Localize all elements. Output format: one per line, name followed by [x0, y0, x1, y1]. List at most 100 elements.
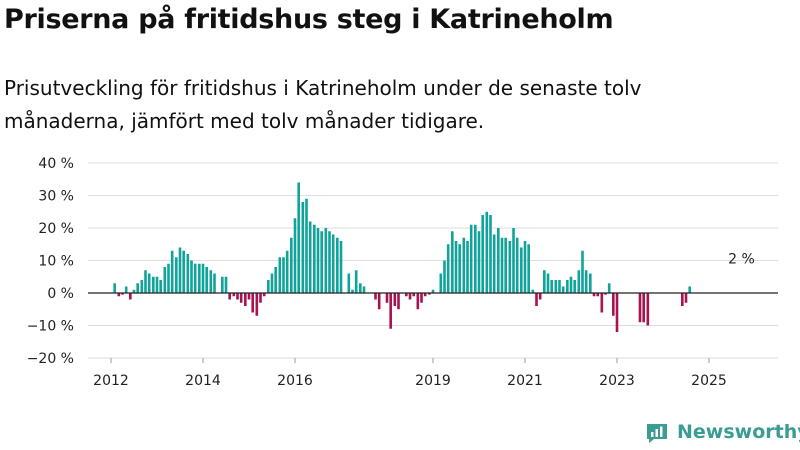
bar: [155, 276, 159, 293]
bar: [573, 280, 576, 293]
bar: [244, 293, 247, 306]
bar: [339, 241, 343, 293]
bar: [147, 273, 151, 293]
bar: [170, 250, 174, 293]
bar: [182, 250, 185, 293]
bar: [140, 280, 144, 293]
bar: [489, 215, 492, 293]
bar: [405, 293, 408, 297]
bar: [362, 286, 366, 293]
y-tick-label: 10 %: [38, 254, 74, 270]
bar: [408, 293, 412, 300]
bar: [443, 260, 446, 293]
bar: [213, 273, 216, 293]
bar: [144, 270, 147, 293]
bar: [198, 263, 201, 293]
bar: [385, 293, 389, 303]
bar: [270, 273, 274, 293]
bar: [684, 293, 688, 303]
bar: [308, 221, 312, 293]
bar: [301, 202, 305, 293]
bar: [117, 293, 121, 297]
bar: [416, 293, 420, 310]
bar: [159, 280, 162, 293]
bar: [520, 247, 523, 293]
bar: [462, 237, 466, 293]
bar: [336, 237, 339, 293]
x-tick-label: 2021: [507, 373, 543, 389]
bar: [259, 293, 262, 303]
bar: [163, 267, 167, 293]
x-tick-label: 2016: [277, 373, 313, 389]
bar: [397, 293, 400, 310]
bar: [512, 228, 515, 293]
bar: [232, 293, 236, 297]
y-tick-label: 40 %: [38, 156, 74, 172]
bar: [688, 286, 691, 293]
bar: [113, 283, 116, 293]
bar: [615, 293, 619, 332]
bar: [152, 276, 155, 293]
bar: [267, 280, 270, 293]
bar: [454, 241, 458, 293]
bar: [474, 224, 477, 293]
bar: [347, 273, 351, 293]
bar: [466, 241, 469, 293]
bar: [324, 228, 328, 293]
bar: [646, 293, 650, 326]
data-label-latest: 2 %: [728, 252, 755, 268]
x-tick-label: 2023: [599, 373, 635, 389]
bar: [374, 293, 377, 300]
bar: [550, 280, 553, 293]
bar: [351, 289, 354, 293]
newsworthy-logo[interactable]: Newsworthy: [645, 420, 800, 444]
bar: [500, 237, 504, 293]
bar: [600, 293, 604, 313]
bar: [305, 198, 308, 293]
bar: [331, 234, 335, 293]
bar: [124, 286, 128, 293]
bar: [515, 237, 519, 293]
y-tick-label: −20 %: [27, 351, 74, 367]
bar: [566, 280, 569, 293]
bar: [136, 283, 139, 293]
bar: [328, 231, 331, 293]
bar: [431, 289, 435, 293]
bar: [175, 257, 178, 293]
bar: [236, 293, 239, 300]
bar: [205, 267, 208, 293]
bar: [589, 273, 592, 293]
bar: [239, 293, 243, 303]
bar: [393, 293, 397, 306]
brand-name: Newsworthy: [677, 421, 800, 443]
bar: [190, 260, 193, 293]
bar: [469, 224, 473, 293]
y-tick-label: 20 %: [38, 221, 74, 237]
bar: [446, 244, 450, 293]
bar: [538, 293, 542, 300]
bar: [297, 182, 300, 293]
bar: [313, 224, 316, 293]
bar: [543, 270, 546, 293]
bar: [439, 273, 443, 293]
bar: [186, 254, 190, 293]
bar: [546, 273, 550, 293]
bar: [359, 283, 362, 293]
bar: [221, 276, 224, 293]
bar: [581, 250, 584, 293]
chart-title: Priserna på fritidshus steg i Katrinehol…: [4, 4, 614, 35]
bar: [423, 293, 427, 297]
x-tick-label: 2019: [415, 373, 451, 389]
bar: [681, 293, 684, 306]
bars: [88, 182, 778, 332]
bar: [584, 270, 588, 293]
bar: [531, 289, 535, 293]
bar: [129, 293, 132, 300]
x-tick-label: 2014: [185, 373, 221, 389]
x-tick-label: 2025: [691, 373, 727, 389]
bar: [201, 263, 205, 293]
y-tick-label: 0 %: [47, 286, 74, 302]
bar: [458, 244, 461, 293]
bar: [228, 293, 231, 300]
bar: [638, 293, 642, 323]
